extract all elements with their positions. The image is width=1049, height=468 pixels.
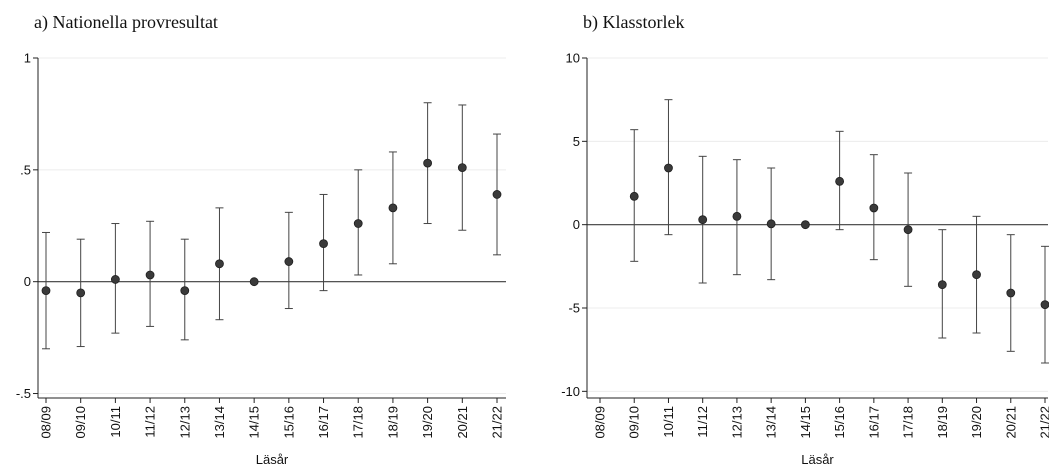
panel-a-title: a) Nationella provresultat (34, 12, 218, 32)
panel-b-x-tick-label: 08/09 (593, 406, 608, 439)
panel-b-data-point (698, 215, 708, 225)
panel-b-data-point (903, 225, 913, 235)
panel-a-x-tick-label: 14/15 (247, 406, 262, 439)
panel-a-y-tick-label: -.5 (16, 386, 31, 401)
panel-a-data-point (41, 286, 51, 296)
panel-b-data-point (937, 280, 947, 290)
panel-b-y-tick-label: -5 (568, 301, 580, 316)
panel-a-x-tick-label: 09/10 (73, 406, 88, 439)
panel-b-data-point (800, 220, 810, 230)
panel-b-x-tick-label: 13/14 (764, 406, 779, 439)
panel-a-x-tick-label: 17/18 (351, 406, 366, 439)
panel-b-title: b) Klasstorlek (583, 12, 685, 32)
panel-a-data-point (457, 163, 467, 173)
panel-b-x-tick-label: 21/22 (1038, 406, 1049, 439)
panel-a-data-point (110, 275, 120, 284)
panel-a-x-tick-label: 16/17 (316, 406, 331, 439)
panel-a-data-point (423, 158, 433, 168)
panel-b-y-tick-label: 0 (573, 217, 580, 232)
panel-b-x-tick-label: 09/10 (627, 406, 642, 439)
panel-b-y-tick-label: 5 (573, 134, 580, 149)
panel-b-x-axis-title: Läsår (801, 452, 834, 467)
panel-b-x-tick-label: 11/12 (695, 406, 710, 438)
panel-a-data-point (249, 277, 259, 287)
panel-b-y-tick-label: -10 (561, 384, 580, 399)
panel-a-x-tick-label: 08/09 (39, 406, 54, 439)
panel-b-data-point (835, 176, 845, 186)
panel-a-x-axis-title: Läsår (256, 452, 289, 467)
panel-b-x-tick-label: 12/13 (729, 406, 744, 439)
panel-b-x-tick-label: 18/19 (935, 406, 950, 439)
panel-b-y-tick-label: 10 (566, 51, 580, 66)
panel-a-x-tick-label: 12/13 (177, 406, 192, 439)
panel-a-x-tick-label: 21/22 (490, 406, 505, 439)
panel-a-data-point (145, 270, 155, 280)
panel-a-x-tick-label: 11/12 (143, 406, 158, 438)
panel-a-data-point (492, 190, 502, 199)
panel-b-x-tick-label: 16/17 (866, 406, 881, 439)
panel-b-data-point (629, 191, 639, 201)
panel-a-data-point (388, 203, 398, 213)
panel-a-y-tick-label: 0 (24, 274, 31, 289)
panel-b-data-point (664, 163, 673, 173)
panel-a-y-tick-label: 1 (24, 51, 31, 66)
panel-a-x-tick-label: 20/21 (455, 406, 470, 439)
panel-a-y-tick-label: .5 (20, 162, 31, 177)
panel-a-x-tick-label: 15/16 (281, 406, 296, 439)
panel-b-data-point (1006, 288, 1016, 298)
panel-a-plot: -.5 0 .5 1 08/09 09/10 10/11 11/12 12/13 13/14 14/… (16, 51, 506, 467)
panel-b-x-tick-label: 10/11 (661, 406, 676, 438)
panel-a-x-tick-label: 19/20 (420, 406, 435, 439)
panel-b-x-tick-label: 19/20 (969, 406, 984, 439)
panel-a-data-point (284, 257, 294, 266)
panel-a-data-point (353, 219, 363, 228)
panel-b-data-point (732, 211, 742, 221)
panel-b-data-point (766, 219, 776, 229)
panel-b-plot: -10 -5 0 5 10 08/09 09/10 10/11 11/12 12/13 13/14 1… (561, 51, 1049, 467)
panel-a-data-point (76, 288, 86, 298)
panel-a-data-point (180, 286, 190, 296)
panel-a-x-tick-label: 13/14 (212, 406, 227, 439)
panel-a-data-point (319, 239, 328, 249)
panel-b-x-tick-label: 14/15 (798, 406, 813, 439)
panel-b-x-tick-label: 20/21 (1003, 406, 1018, 439)
panel-a-x-tick-label: 18/19 (385, 406, 400, 439)
panel-b-data-point (1040, 300, 1049, 310)
panel-b-data-point (972, 270, 981, 280)
panel-b-x-tick-label: 15/16 (832, 406, 847, 439)
panel-b-x-tick-label: 17/18 (901, 406, 916, 439)
panel-a-x-tick-label: 10/11 (108, 406, 123, 438)
panel-a-data-point (215, 259, 224, 269)
panel-b-data-point (869, 203, 879, 213)
